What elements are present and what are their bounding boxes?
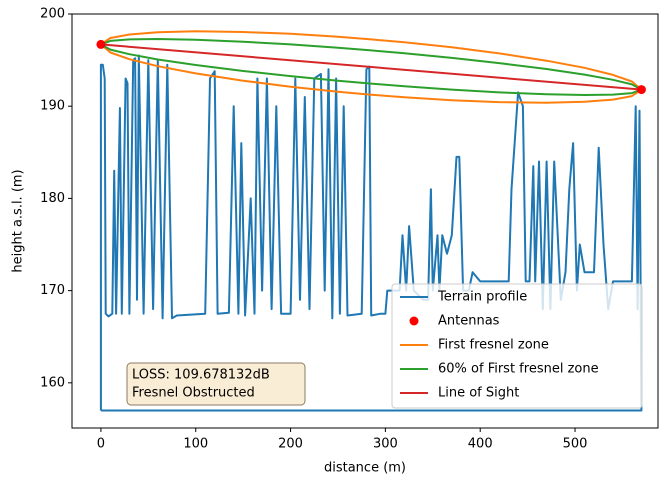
axes-frame bbox=[71, 13, 659, 429]
y-axis-label: height a.s.l. (m) bbox=[11, 169, 26, 272]
annotation-text: Fresnel Obstructed bbox=[132, 386, 255, 401]
x-tick-label: 100 bbox=[183, 437, 208, 452]
antenna-point bbox=[636, 85, 646, 95]
y-tick-label: 160 bbox=[40, 375, 65, 390]
y-tick-label: 200 bbox=[40, 7, 65, 22]
x-tick-label: 400 bbox=[468, 437, 493, 452]
annotation-text: LOSS: 109.678132dB bbox=[132, 368, 270, 383]
antenna-point bbox=[96, 39, 106, 49]
legend-label: Terrain profile bbox=[437, 290, 527, 305]
legend-label: First fresnel zone bbox=[438, 338, 549, 353]
legend-label: 60% of First fresnel zone bbox=[438, 362, 599, 377]
legend-marker bbox=[409, 316, 419, 326]
y-tick-label: 170 bbox=[40, 283, 65, 298]
y-tick-label: 190 bbox=[40, 99, 65, 114]
x-tick-label: 0 bbox=[97, 437, 105, 452]
legend-box bbox=[391, 283, 643, 409]
annotation-box bbox=[126, 362, 306, 406]
x-tick-label: 300 bbox=[373, 437, 398, 452]
x-tick-label: 500 bbox=[563, 437, 588, 452]
overlay: LOSS: 109.678132dB Fresnel Obstructed Terr… bbox=[96, 39, 646, 409]
series-line bbox=[100, 43, 642, 91]
legend: Terrain profile Antennas First fresnel zon… bbox=[391, 283, 643, 409]
legend-label: Antennas bbox=[438, 314, 500, 329]
legend-label: Line of Sight bbox=[438, 386, 519, 401]
x-axis-label: distance (m) bbox=[324, 461, 406, 476]
y-tick-label: 180 bbox=[40, 191, 65, 206]
x-tick-label: 200 bbox=[278, 437, 303, 452]
